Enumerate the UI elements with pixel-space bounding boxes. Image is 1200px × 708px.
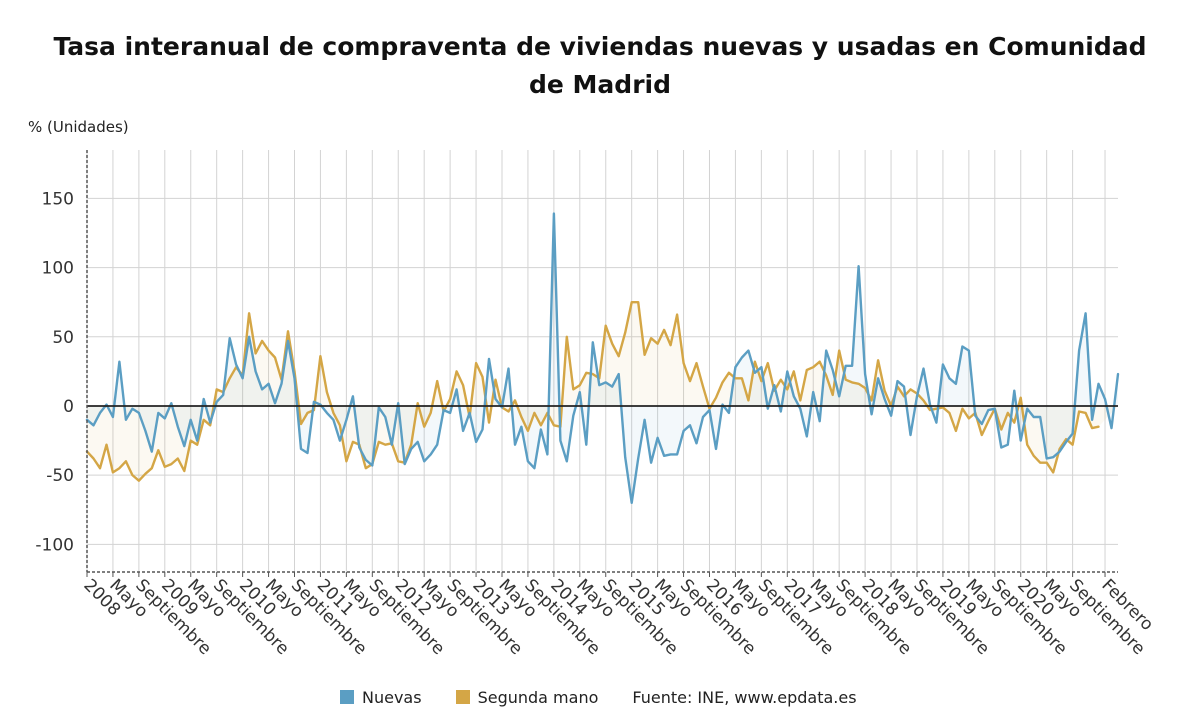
- legend-item-segunda-mano: Segunda mano: [455, 687, 599, 707]
- chart-title: Tasa interanual de compraventa de vivien…: [53, 32, 1147, 99]
- y-tick-label: 150: [42, 189, 74, 209]
- source-text: Fuente: INE, www.epdata.es: [632, 687, 857, 707]
- series-line-nuevas: [85, 212, 1120, 504]
- legend-label-nuevas: Nuevas: [362, 687, 422, 707]
- y-tick-label: -50: [46, 466, 74, 486]
- series-line-segunda-mano: [85, 301, 1100, 482]
- legend: Nuevas Segunda mano Fuente: INE, www.epd…: [340, 686, 891, 708]
- legend-swatch-segunda-mano: [455, 690, 470, 704]
- source-note: Fuente: INE, www.epdata.es: [632, 688, 856, 707]
- y-tick-label: 100: [42, 259, 74, 279]
- area-fill-segunda-mano: [87, 302, 1118, 481]
- y-tick-label: 50: [52, 328, 74, 348]
- legend-swatch-nuevas: [340, 690, 354, 704]
- legend-item-nuevas: Nuevas: [340, 688, 422, 707]
- y-tick-label: -100: [35, 535, 74, 555]
- legend-label-segunda-mano: Segunda mano: [477, 687, 599, 707]
- y-tick-label: 0: [63, 397, 74, 417]
- y-axis-unit-label: % (Unidades): [28, 118, 129, 136]
